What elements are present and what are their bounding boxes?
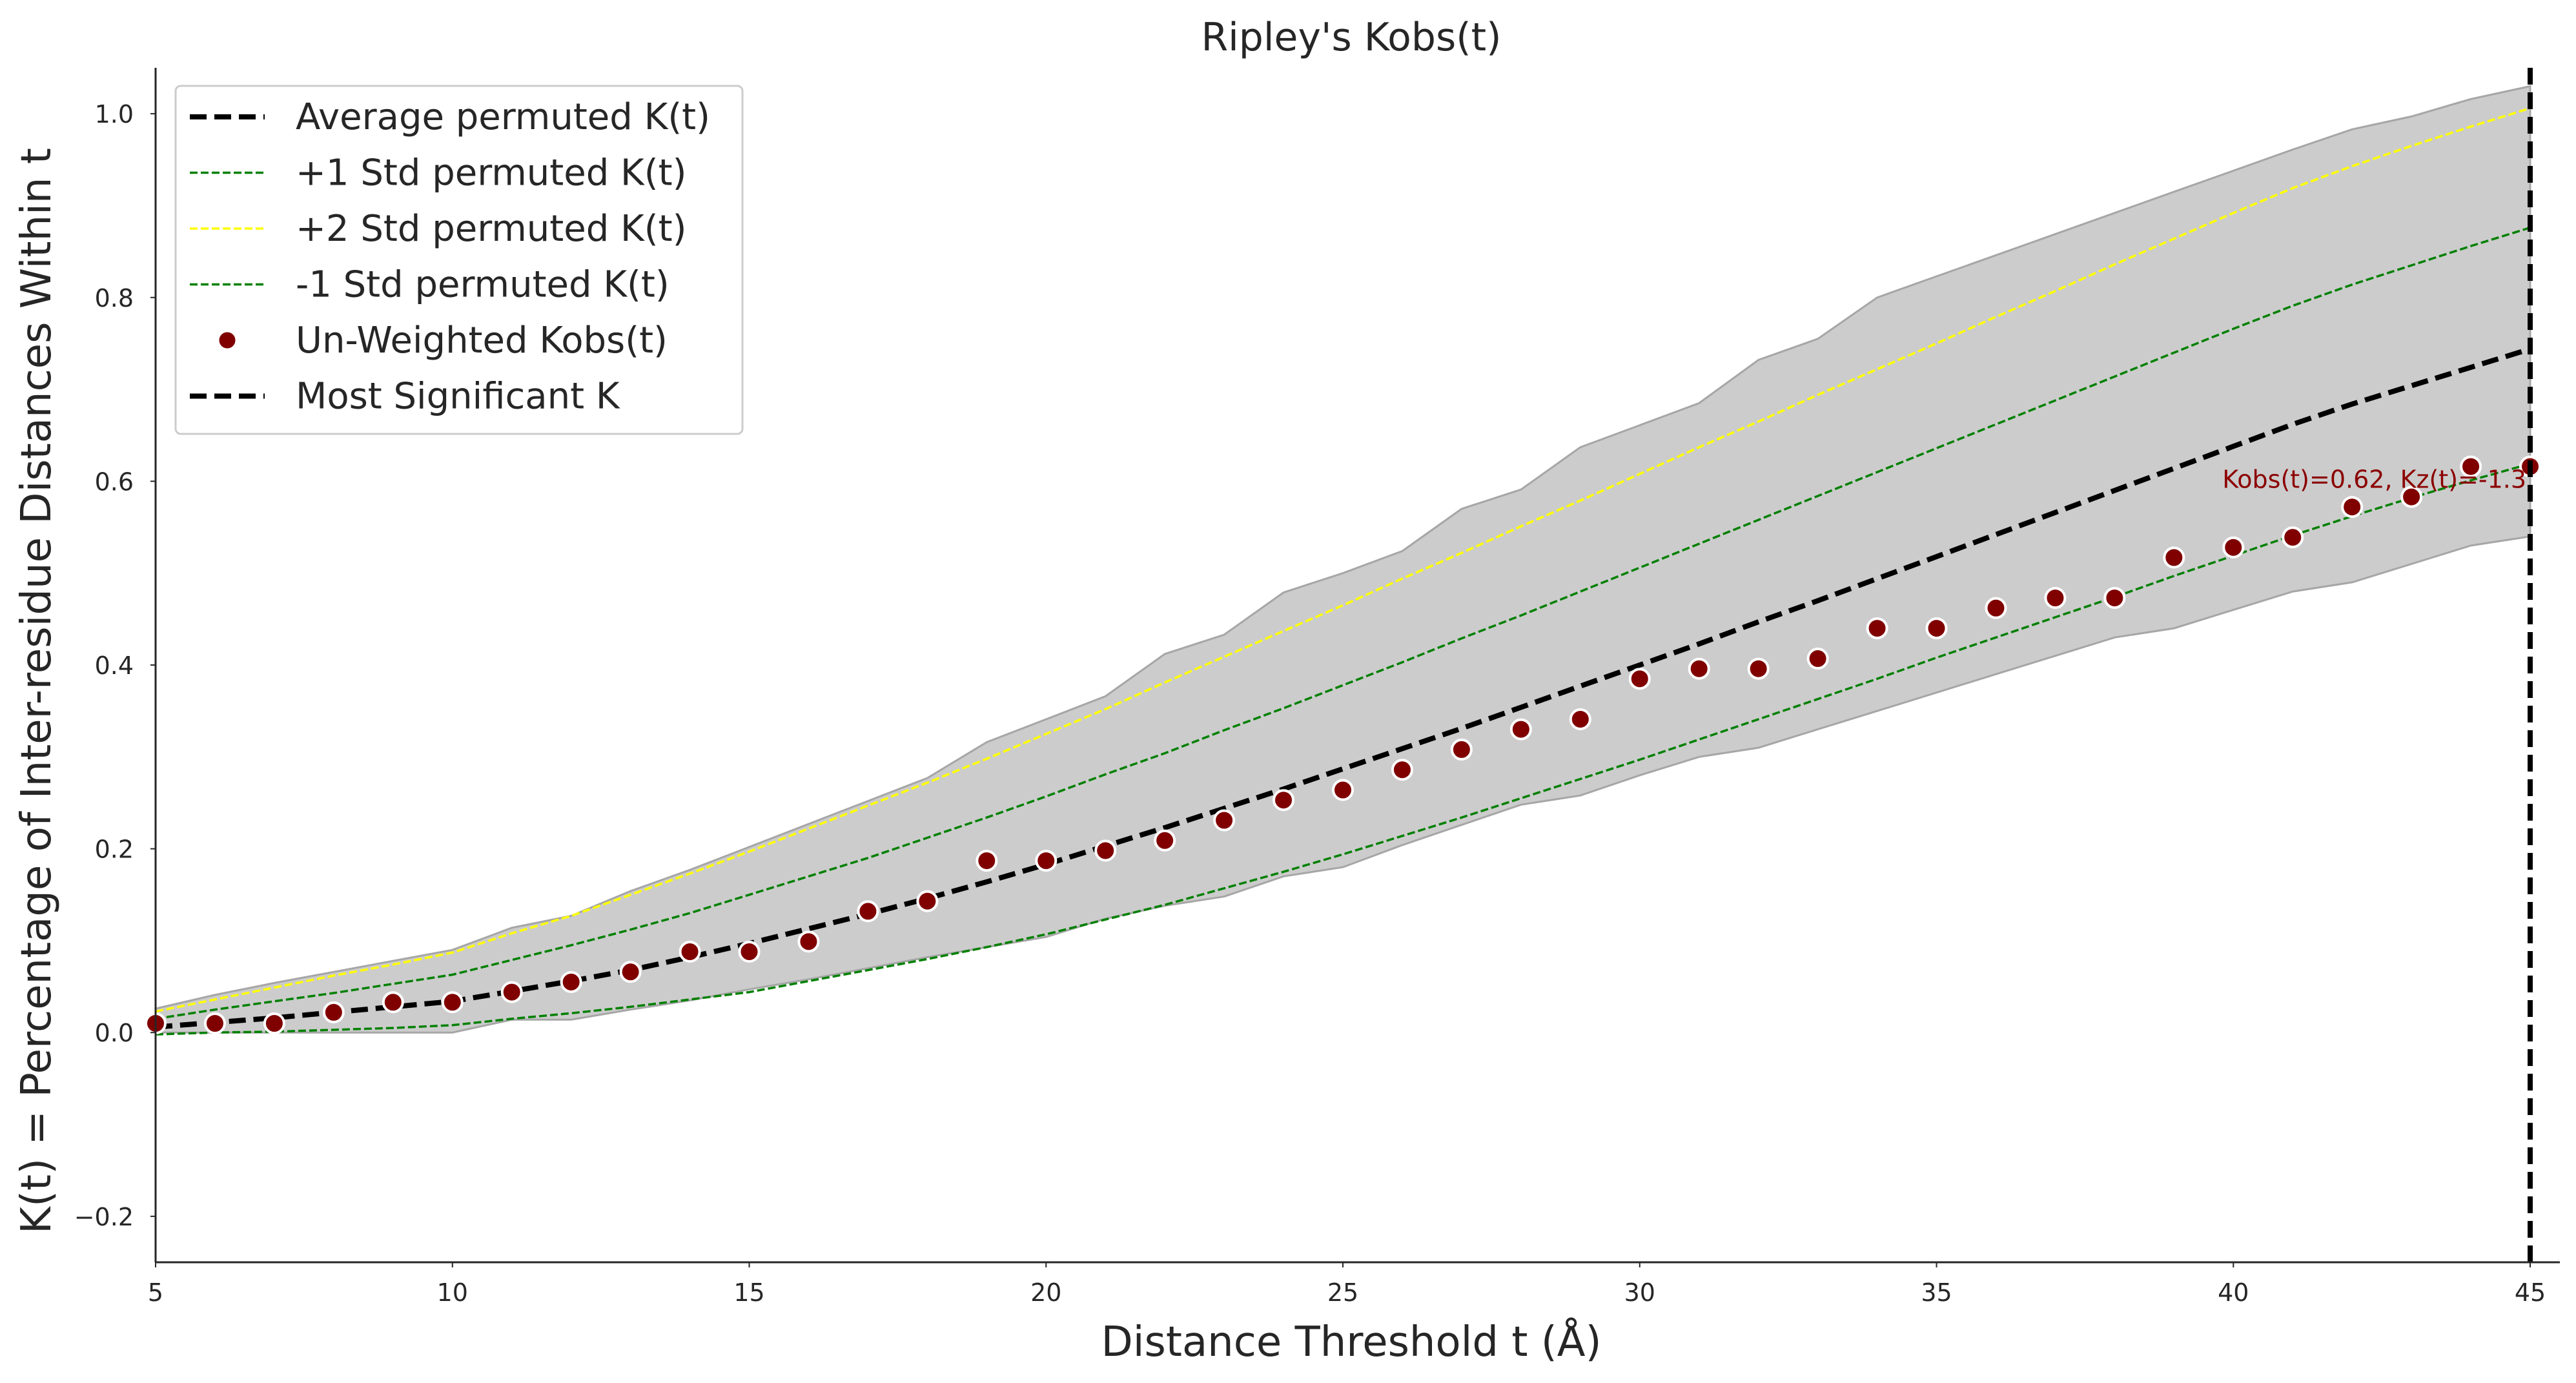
kobs-point: [2282, 526, 2304, 549]
kobs-point: [1094, 839, 1117, 862]
x-tick-label: 15: [733, 1278, 764, 1307]
series-line-3: [155, 462, 2531, 1036]
legend-label: -1 Std permuted K(t): [296, 264, 670, 306]
kobs-point: [2103, 587, 2126, 610]
series-layer: [155, 107, 2531, 1036]
kobs-point: [2341, 496, 2364, 518]
kobs-point: [1332, 779, 1354, 801]
kobs-point: [1450, 738, 1473, 761]
kobs-point: [1391, 759, 1413, 781]
annotation-text: Kobs(t)=0.62, Kz(t)=-1.3: [2222, 465, 2526, 493]
kobs-point: [2044, 587, 2067, 610]
y-tick-label: 1.0: [95, 100, 134, 128]
kobs-point: [203, 1012, 226, 1034]
kobs-point: [619, 961, 642, 983]
kobs-point: [2400, 486, 2423, 508]
legend-label: +1 Std permuted K(t): [296, 152, 686, 194]
scatter-layer: [145, 455, 2542, 1034]
y-tick-label: 0.4: [95, 651, 134, 680]
kobs-point: [1628, 668, 1651, 690]
y-axis-label: K(t) = Percentage of Inter-residue Dista…: [13, 148, 61, 1234]
x-tick-label: 25: [1327, 1278, 1358, 1307]
kobs-point: [1154, 829, 1176, 852]
kobs-point: [916, 890, 939, 912]
kobs-point: [1688, 657, 1710, 680]
kobs-point: [797, 930, 820, 953]
series-line-2: [155, 107, 2531, 1013]
kobs-point: [1035, 850, 1058, 872]
kobs-point: [2460, 455, 2482, 478]
y-tick-label: 0.0: [95, 1019, 134, 1047]
legend-frame: [174, 85, 744, 435]
legend-label: +2 Std permuted K(t): [296, 208, 686, 250]
kobs-point: [857, 900, 879, 923]
x-axis-label: Distance Threshold t (Å): [1101, 1317, 1601, 1366]
x-tick-label: 5: [148, 1278, 163, 1307]
legend-label: Most Significant K: [296, 376, 620, 418]
x-tick-label: 40: [2218, 1278, 2249, 1307]
x-tick-label: 20: [1030, 1278, 1061, 1307]
kobs-point: [382, 991, 404, 1014]
x-tick-label: 10: [437, 1278, 468, 1307]
kobs-point: [1273, 789, 1295, 812]
kobs-point: [1925, 617, 1948, 640]
legend-marker: [217, 330, 238, 351]
kobs-point: [441, 991, 464, 1014]
kobs-point: [1509, 718, 1532, 741]
legend: Average permuted K(t) +1 Std permuted K(t…: [174, 85, 744, 435]
y-tick-label: 0.6: [95, 467, 134, 496]
kobs-point: [322, 1001, 345, 1023]
kobs-point: [560, 970, 582, 993]
kobs-point: [1806, 648, 1829, 670]
chart-title: Ripley's Kobs(t): [1201, 15, 1501, 60]
legend-label: Un-Weighted Kobs(t): [296, 320, 668, 362]
series-line-0: [155, 346, 2531, 1030]
kobs-point: [500, 981, 523, 1003]
kobs-point: [1213, 809, 1236, 832]
legend-label: Average permuted K(t): [296, 96, 710, 138]
x-tick-label: 30: [1624, 1278, 1655, 1307]
kobs-point: [1569, 708, 1591, 730]
kobs-point: [738, 941, 761, 963]
kobs-point: [679, 941, 701, 963]
kobs-point: [1866, 617, 1888, 640]
kobs-point: [976, 850, 998, 872]
x-tick-label: 45: [2515, 1278, 2546, 1307]
kobs-point: [263, 1012, 285, 1034]
y-tick-label: −0.2: [74, 1203, 134, 1231]
series-line-1: [155, 226, 2531, 1020]
kobs-point: [2163, 546, 2185, 569]
kobs-point: [2222, 536, 2245, 558]
y-tick-label: 0.8: [95, 284, 134, 312]
x-tick-label: 35: [1921, 1278, 1952, 1307]
kobs-point: [1747, 657, 1770, 680]
kobs-point: [1985, 597, 2007, 619]
ticks-layer: 5 10 15 20 25 30 35 40 45 −0.2 0.0 0.2 0.4 0.6 0.8 1.0: [74, 100, 2546, 1307]
y-tick-label: 0.2: [95, 835, 134, 864]
